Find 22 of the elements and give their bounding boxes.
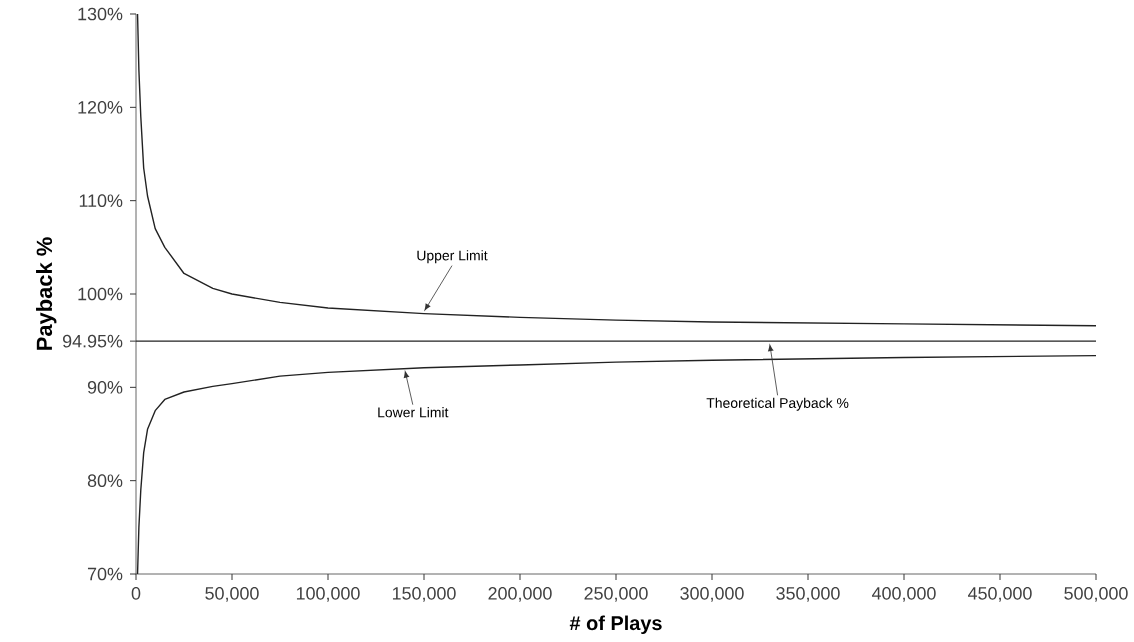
line-series — [136, 13, 1097, 327]
x-tick-label: 400,000 — [872, 587, 936, 602]
y-tick-label: 70% — [87, 567, 123, 581]
x-tick-label: 450,000 — [968, 587, 1032, 602]
x-tick-label: 350,000 — [776, 587, 840, 602]
y-tick-label: 80% — [87, 474, 123, 488]
x-tick-label: 150,000 — [392, 587, 456, 602]
x-axis-title: # of Plays — [569, 615, 662, 635]
x-tick-label: 250,000 — [584, 587, 648, 602]
y-tick-label: 120% — [78, 100, 123, 114]
x-tick-label: 50,000 — [205, 587, 259, 602]
y-axis-title: Payback % — [36, 237, 57, 350]
y-tick-label: 100% — [78, 287, 123, 301]
y-tick-label: 110% — [79, 194, 123, 208]
y-tick-label: 130% — [78, 7, 123, 21]
y-tick-label: 94.95% — [62, 334, 123, 348]
x-tick-label: 100,000 — [296, 587, 360, 602]
x-tick-label: 300,000 — [680, 587, 744, 602]
x-tick-label: 200,000 — [488, 587, 552, 602]
x-tick-label: 0 — [131, 587, 141, 600]
y-tick-label: 90% — [87, 380, 123, 394]
x-tick-label: 500,000 — [1064, 587, 1128, 602]
